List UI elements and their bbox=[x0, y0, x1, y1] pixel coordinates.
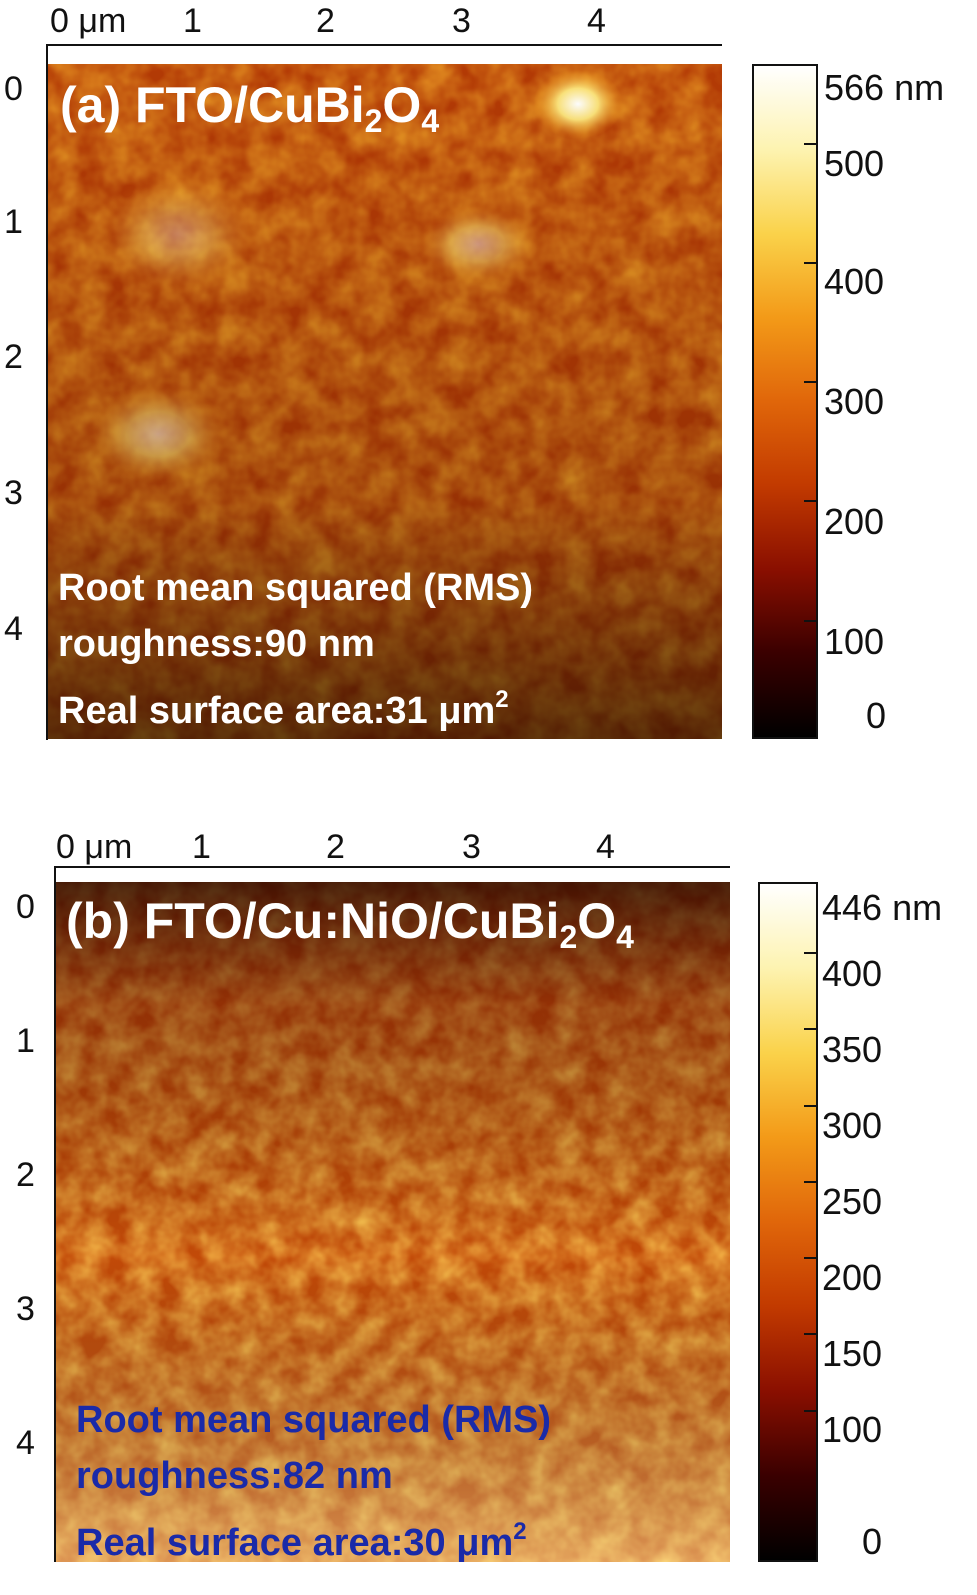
panel-b-title-main: (b) FTO/Cu:NiO/CuBi bbox=[66, 893, 560, 949]
afm-topography-b bbox=[56, 882, 730, 1562]
panel-a-title-sub2: 4 bbox=[421, 103, 440, 139]
colorbar-tick bbox=[804, 619, 818, 622]
x-tick-label-1: 1 bbox=[183, 2, 202, 40]
panel-a-stats-line3-sup: 2 bbox=[495, 686, 509, 713]
afm-panel-a: 0 μm 1 2 3 4 0 1 2 3 4 bbox=[0, 0, 977, 790]
y-tick-label-3: 3 bbox=[4, 474, 23, 512]
panel-a-stats-line3: Real surface area:31 μm2 bbox=[58, 672, 533, 739]
colorbar-tick bbox=[804, 1257, 818, 1260]
x-tick-label-3: 3 bbox=[462, 828, 481, 866]
panel-a-stats-line1: Root mean squared (RMS) bbox=[58, 567, 534, 609]
x-tick-label-0: 0 μm bbox=[50, 2, 127, 40]
colorbar-b bbox=[758, 882, 818, 1562]
panel-a-title-mid: O bbox=[382, 77, 422, 133]
x-axis-line bbox=[46, 44, 722, 46]
y-tick-label-3: 3 bbox=[16, 1290, 35, 1328]
colorbar-b-label-150: 150 bbox=[822, 1333, 883, 1374]
y-axis-line bbox=[54, 866, 56, 1562]
x-tick-label-3: 3 bbox=[452, 2, 471, 40]
y-tick-label-1: 1 bbox=[16, 1022, 35, 1060]
panel-b-stats-line2: roughness:82 nm bbox=[76, 1455, 393, 1497]
panel-a-title-main: (a) FTO/CuBi bbox=[60, 77, 365, 133]
colorbar-b-max-label: 446 nm bbox=[822, 887, 943, 928]
colorbar-b-label-0: 0 bbox=[862, 1521, 883, 1562]
panel-b-stats: Root mean squared (RMS) roughness:82 nm … bbox=[76, 1392, 551, 1562]
panel-b-stats-line3-sup: 2 bbox=[513, 1518, 527, 1545]
panel-a-stats-line3-text: Real surface area:31 μm bbox=[58, 690, 496, 732]
x-tick-label-0: 0 μm bbox=[56, 828, 133, 866]
afm-image-a: (a) FTO/CuBi2O4 Root mean squared (RMS) … bbox=[48, 64, 722, 739]
colorbar-tick bbox=[804, 1409, 818, 1412]
colorbar-a-label-0: 0 bbox=[866, 695, 887, 736]
panel-a-stats-line2: roughness:90 nm bbox=[58, 623, 375, 665]
panel-a-stats: Root mean squared (RMS) roughness:90 nm … bbox=[58, 560, 533, 739]
colorbar-b-label-200: 200 bbox=[822, 1257, 883, 1298]
panel-b-stats-line1: Root mean squared (RMS) bbox=[76, 1399, 552, 1441]
x-tick-label-1: 1 bbox=[192, 828, 211, 866]
y-tick-label-0: 0 bbox=[16, 888, 35, 926]
panel-a-title: (a) FTO/CuBi2O4 bbox=[60, 80, 439, 137]
colorbar-tick bbox=[804, 142, 818, 145]
colorbar-tick bbox=[804, 261, 818, 264]
colorbar-b-label-350: 350 bbox=[822, 1029, 883, 1070]
y-tick-label-0: 0 bbox=[4, 70, 23, 108]
colorbar-a-label-400: 400 bbox=[824, 261, 885, 302]
y-tick-label-4: 4 bbox=[4, 610, 23, 648]
afm-topography-a bbox=[48, 64, 722, 739]
colorbar-b-label-100: 100 bbox=[822, 1409, 883, 1450]
panel-b-title-sub1: 2 bbox=[559, 919, 578, 955]
y-tick-label-4: 4 bbox=[16, 1424, 35, 1462]
colorbar-tick bbox=[804, 381, 818, 384]
panel-a-title-sub1: 2 bbox=[364, 103, 383, 139]
panel-b-title-sub2: 4 bbox=[616, 919, 634, 955]
colorbar-tick bbox=[804, 1028, 818, 1031]
y-axis-line bbox=[46, 44, 48, 740]
panel-b-stats-line3-text: Real surface area:30 μm bbox=[76, 1522, 514, 1562]
y-tick-label-1: 1 bbox=[4, 203, 23, 241]
colorbar-a bbox=[752, 64, 818, 739]
colorbar-tick bbox=[804, 500, 818, 503]
x-axis-line bbox=[54, 866, 730, 868]
colorbar-b-label-300: 300 bbox=[822, 1105, 883, 1146]
y-tick-label-2: 2 bbox=[16, 1156, 35, 1194]
x-tick-label-4: 4 bbox=[596, 828, 615, 866]
colorbar-a-label-300: 300 bbox=[824, 381, 885, 422]
colorbar-tick bbox=[804, 952, 818, 955]
panel-b-title-mid: O bbox=[577, 893, 617, 949]
colorbar-a-max-label: 566 nm bbox=[824, 67, 945, 108]
colorbar-b-label-250: 250 bbox=[822, 1181, 883, 1222]
afm-image-b: (b) FTO/Cu:NiO/CuBi2O4 Root mean squared… bbox=[56, 882, 730, 1562]
y-tick-label-2: 2 bbox=[4, 338, 23, 376]
colorbar-tick bbox=[804, 1333, 818, 1336]
x-tick-label-2: 2 bbox=[326, 828, 345, 866]
x-tick-label-4: 4 bbox=[587, 2, 606, 40]
colorbar-a-label-200: 200 bbox=[824, 501, 885, 542]
panel-b-stats-line3: Real surface area:30 μm2 bbox=[76, 1504, 551, 1562]
colorbar-a-label-100: 100 bbox=[824, 621, 885, 662]
x-tick-label-2: 2 bbox=[316, 2, 335, 40]
colorbar-a-label-500: 500 bbox=[824, 143, 885, 184]
afm-panel-b: 0 μm 1 2 3 4 0 1 2 3 4 bbox=[0, 820, 977, 1595]
panel-b-title: (b) FTO/Cu:NiO/CuBi2O4 bbox=[66, 896, 634, 953]
colorbar-tick bbox=[804, 1104, 818, 1107]
colorbar-b-label-400: 400 bbox=[822, 953, 883, 994]
colorbar-tick bbox=[804, 1180, 818, 1183]
